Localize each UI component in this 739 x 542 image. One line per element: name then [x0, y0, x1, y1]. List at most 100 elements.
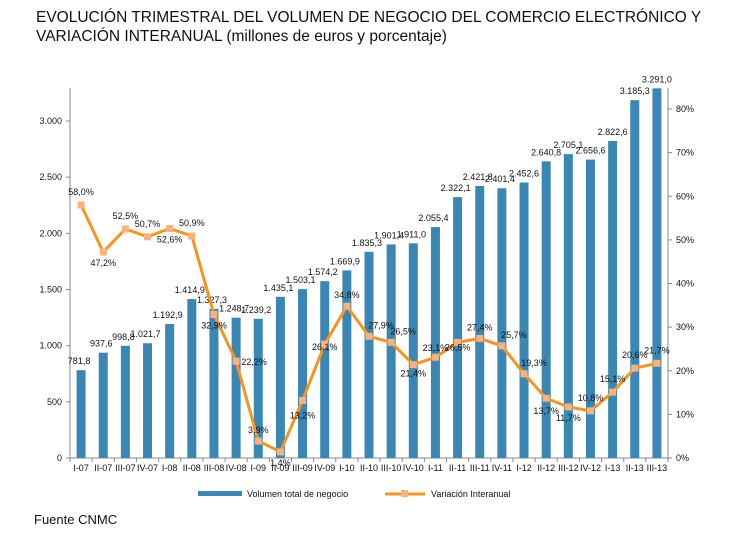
title-line-1: EVOLUCIÓN TRIMESTRAL DEL VOLUMEN DE NEGO… [36, 9, 702, 26]
x-tick-label: IV-07 [137, 463, 158, 473]
bar [275, 296, 285, 458]
x-tick-label: IV-10 [403, 463, 424, 473]
bar-label: 1.835,3 [352, 238, 382, 248]
x-tick-label: IV-08 [226, 463, 247, 473]
line-marker [564, 403, 572, 411]
x-tick-label: I-12 [516, 463, 532, 473]
bar [298, 289, 308, 458]
right-tick-label: 70% [676, 148, 694, 158]
x-tick-label: IV-12 [580, 463, 601, 473]
legend-bar-swatch [198, 491, 242, 496]
x-tick-label: II-09 [271, 463, 289, 473]
left-tick-label: 1.000 [39, 341, 62, 351]
line-marker [144, 233, 152, 241]
bar-label: 781,8 [68, 356, 91, 366]
bar-label: 3.291,0 [642, 74, 672, 84]
source-note: Fuente CNMC [34, 512, 118, 527]
line-label: 3,9% [248, 425, 269, 435]
x-tick-label: III-10 [381, 463, 402, 473]
line-label: 19,3% [521, 358, 547, 368]
left-tick-label: 2.000 [39, 228, 62, 238]
bar [364, 251, 374, 458]
right-tick-label: 0% [676, 453, 689, 463]
x-tick-label: I-10 [339, 463, 355, 473]
line-marker [498, 342, 506, 350]
x-tick-label: III-08 [204, 463, 225, 473]
bar [519, 182, 529, 458]
left-tick-label: 0 [57, 453, 62, 463]
bar-label: 1.414,9 [175, 285, 205, 295]
line-label: 50,9% [179, 218, 205, 228]
bar [497, 188, 507, 458]
line-label: 27,9% [368, 320, 394, 330]
line-marker [454, 338, 462, 346]
bar-label: 1.911,0 [397, 229, 426, 239]
bar [453, 197, 463, 459]
line-label: 21,4% [401, 369, 427, 379]
x-tick-label: III-13 [647, 463, 668, 473]
left-tick-label: 3.000 [39, 116, 62, 126]
bar-label: 2.055,4 [418, 213, 448, 223]
x-tick-label: I-09 [251, 463, 267, 473]
right-tick-label: 80% [676, 104, 694, 114]
line-label: 26,5% [390, 326, 416, 336]
right-tick-label: 40% [676, 279, 694, 289]
bar [541, 161, 551, 458]
line-marker [299, 396, 307, 404]
x-tick-label: I-08 [162, 463, 178, 473]
bar [585, 159, 595, 459]
legend-line-label: Variación Interanual [431, 489, 510, 499]
line-label: 1,4% [270, 458, 291, 468]
bar [98, 352, 108, 458]
line-marker [653, 359, 661, 367]
right-tick-label: 50% [676, 235, 694, 245]
bar [209, 308, 219, 458]
chart-title: EVOLUCIÓN TRIMESTRAL DEL VOLUMEN DE NEGO… [36, 8, 736, 46]
line-marker [476, 334, 484, 342]
bar [187, 299, 197, 458]
right-tick-label: 20% [676, 366, 694, 376]
bar-label: 2.640,8 [531, 147, 561, 157]
line-marker [166, 225, 174, 233]
left-tick-label: 500 [47, 397, 62, 407]
title-line-2-caps: VARIACIÓN INTERANUAL [36, 28, 223, 45]
bar [475, 185, 485, 459]
line-marker [387, 338, 395, 346]
line-label: 15,1% [600, 374, 626, 384]
bar [253, 318, 263, 458]
line-marker [409, 361, 417, 369]
bar-label: 1.574,2 [308, 267, 338, 277]
bar-label: 998,8 [112, 332, 135, 342]
line-marker [609, 388, 617, 396]
bar [120, 345, 130, 458]
bar [652, 88, 662, 458]
line-label: 27,4% [467, 322, 493, 332]
line-label: 13,2% [290, 410, 316, 420]
line-marker [188, 232, 196, 240]
x-tick-label: II-07 [94, 463, 112, 473]
line-label: 13,7% [533, 406, 559, 416]
line-marker [321, 340, 329, 348]
left-tick-label: 2.500 [39, 172, 62, 182]
line-label: 52,6% [157, 235, 183, 245]
line-label: 50,7% [135, 219, 161, 229]
bar-label: 1.021,7 [131, 329, 161, 339]
bar [563, 154, 573, 458]
title-line-2-rest: (millones de euros y porcentaje) [222, 28, 447, 45]
right-tick-label: 60% [676, 191, 694, 201]
bar [231, 317, 241, 458]
x-tick-label: I-11 [428, 463, 443, 473]
line-label: 10,8% [578, 393, 604, 403]
line-label: 47,2% [90, 258, 116, 268]
x-tick-label: II-10 [360, 463, 378, 473]
line-label: 11,7% [556, 413, 581, 423]
x-tick-label: I-07 [73, 463, 89, 473]
x-tick-label: II-12 [537, 463, 555, 473]
line-label: 26,5% [445, 342, 471, 352]
x-tick-label: II-11 [449, 463, 466, 473]
line-marker [631, 364, 639, 372]
line-marker [210, 310, 218, 318]
bar-label: 2.822,6 [598, 127, 628, 137]
bar-label: 2.705,1 [553, 140, 583, 150]
